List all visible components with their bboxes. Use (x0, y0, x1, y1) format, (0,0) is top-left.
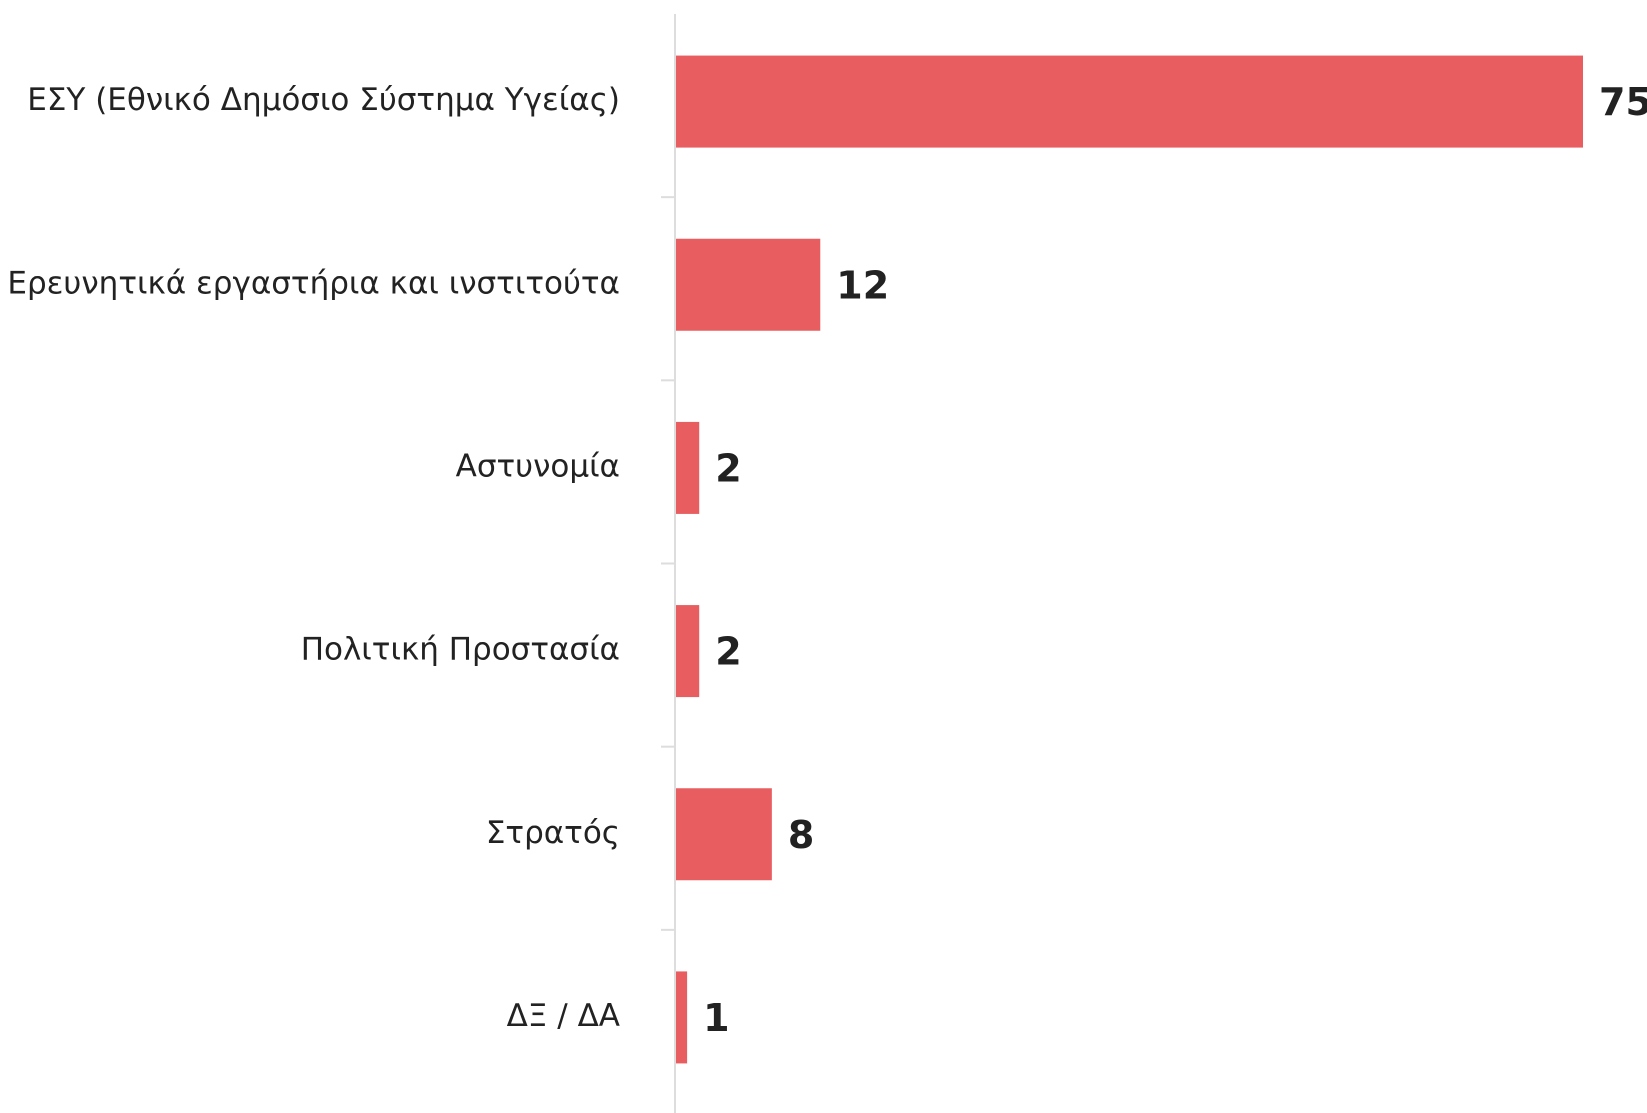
value-label: 12 (836, 263, 889, 307)
category-label: ΔΞ / ΔΑ (507, 998, 620, 1034)
bar (676, 605, 700, 698)
bar (676, 238, 821, 331)
category-label: Πολιτική Προστασία (301, 632, 620, 668)
bar (676, 971, 688, 1064)
category-label: Στρατός (486, 815, 620, 851)
value-label: 1 (703, 996, 729, 1040)
value-label: 8 (788, 813, 814, 857)
bar (676, 55, 1583, 148)
category-label: Ερευνητικά εργαστήρια και ινστιτούτα (7, 265, 620, 301)
value-label: 75 (1599, 80, 1647, 124)
category-label: ΕΣΥ (Εθνικό Δημόσιο Σύστημα Υγείας) (27, 82, 620, 118)
value-label: 2 (715, 630, 741, 674)
category-label: Αστυνομία (456, 448, 620, 484)
value-label: 2 (715, 446, 741, 490)
bar (676, 788, 772, 881)
bar (676, 421, 700, 514)
